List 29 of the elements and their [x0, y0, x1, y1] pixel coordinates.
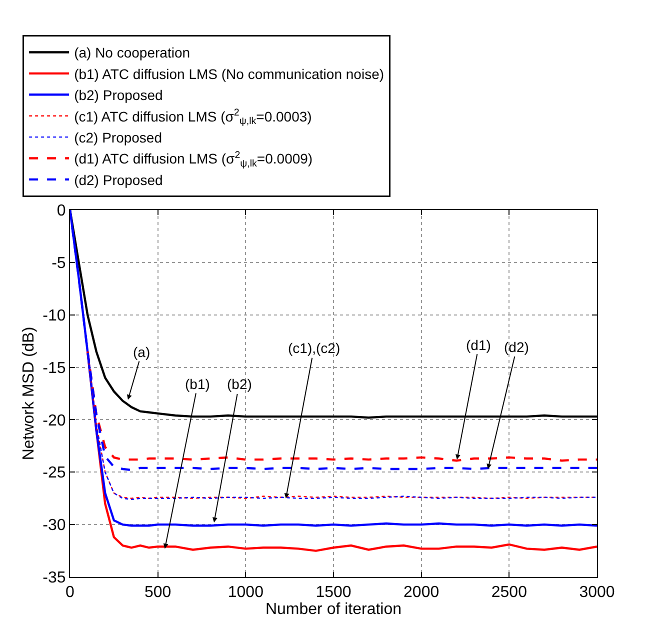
legend-label: (d2) Proposed [74, 172, 163, 188]
legend-label: (b2) Proposed [74, 87, 163, 104]
annotation: (c1),(c2) [288, 340, 340, 356]
annotation: (d2) [504, 339, 529, 355]
y-tick-label: -5 [52, 255, 66, 272]
x-tick-label: 3000 [579, 584, 615, 602]
legend-label: (d1) ATC diffusion LMS (σ$^{2}$$_{ψ,lk}$=0.0009) [74, 150, 313, 170]
legend-label: (a) No cooperation [74, 44, 190, 61]
x-tick-label: 1000 [228, 584, 264, 602]
x-tick-label: 1500 [316, 584, 352, 602]
x-tick-label: 2500 [491, 584, 528, 602]
x-axis-title: Number of iteration [265, 601, 402, 618]
y-tick-label: -30 [42, 517, 66, 534]
y-tick-label: -20 [42, 412, 66, 430]
x-tick-label: 2000 [404, 584, 440, 602]
annotation: (b1) [185, 376, 210, 392]
y-tick-label: -25 [42, 464, 66, 482]
y-tick-label: -10 [42, 307, 66, 324]
legend-label: (b1) ATC diffusion LMS (No communication noise) [74, 66, 384, 82]
legend-label: (c1) ATC diffusion LMS (σ$^{2}$$_{ψ,lk}$=0.0003) [74, 107, 312, 128]
legend-label: (c2) Proposed [74, 130, 162, 146]
annotation: (b2) [227, 376, 252, 392]
y-tick-label: -15 [42, 360, 66, 377]
y-tick-label: 0 [56, 202, 66, 220]
y-axis-title: Network MSD (dB) [20, 326, 38, 460]
annotation: (d1) [466, 337, 491, 353]
annotation: (a) [133, 344, 150, 360]
x-tick-label: 500 [144, 584, 172, 602]
y-tick-label: -35 [42, 570, 66, 587]
